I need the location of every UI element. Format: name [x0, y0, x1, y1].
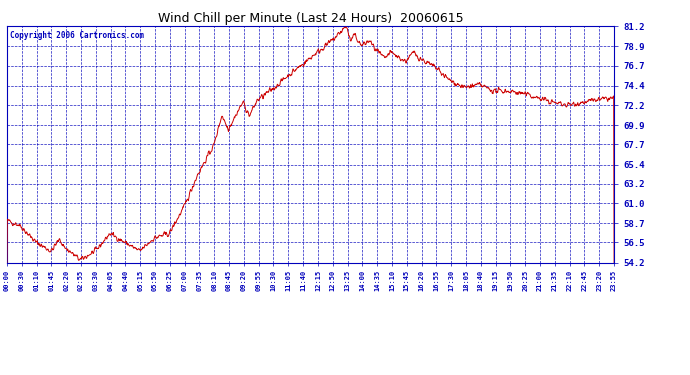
Text: Copyright 2006 Cartronics.com: Copyright 2006 Cartronics.com	[10, 31, 144, 40]
Title: Wind Chill per Minute (Last 24 Hours)  20060615: Wind Chill per Minute (Last 24 Hours) 20…	[158, 12, 463, 25]
